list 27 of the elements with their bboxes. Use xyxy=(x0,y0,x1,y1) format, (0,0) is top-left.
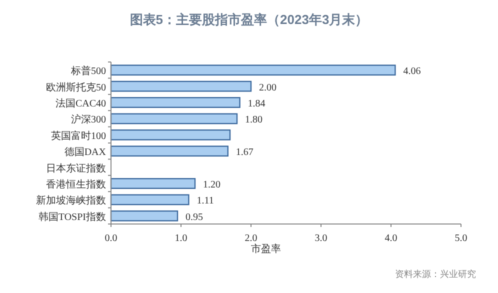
category-label: 韩国TOSPI指数 xyxy=(38,212,106,223)
category-label: 英国富时100 xyxy=(51,130,106,142)
title: 图表5：主要股指市盈率（2023年3月末） xyxy=(130,12,368,27)
tick-label: 2.0 xyxy=(244,233,258,244)
category-label: 新加坡海峡指数 xyxy=(36,196,106,207)
category-label: 日本东证指数 xyxy=(46,163,106,174)
xlabel: 市盈率 xyxy=(251,244,281,255)
value-label: 4.06 xyxy=(403,66,421,78)
value-label: 2.00 xyxy=(259,82,276,94)
value-label: 1.80 xyxy=(245,114,262,126)
category-label: 欧洲斯托克50 xyxy=(46,82,106,94)
tick-label: 3.0 xyxy=(314,233,328,244)
tick-label: 5.0 xyxy=(454,233,468,244)
tick-label: 0.0 xyxy=(104,233,118,244)
value-label: 1.11 xyxy=(196,196,214,207)
value-label: 1.20 xyxy=(203,180,220,190)
value-label: 0.95 xyxy=(186,212,203,223)
category-label: 香港恒生指数 xyxy=(46,180,106,190)
category-label: 德国DAX xyxy=(64,147,106,158)
annotation: 资料来源：兴业研究 xyxy=(395,269,476,279)
tick-label: 4.0 xyxy=(384,233,398,244)
category-label: 法国CAC40 xyxy=(55,98,106,110)
tick-label: 1.0 xyxy=(174,233,188,244)
category-label: 沪深300 xyxy=(71,114,106,126)
value-label: 1.84 xyxy=(248,98,266,110)
category-label: 标普500 xyxy=(71,66,106,78)
value-label: 1.67 xyxy=(236,147,254,158)
